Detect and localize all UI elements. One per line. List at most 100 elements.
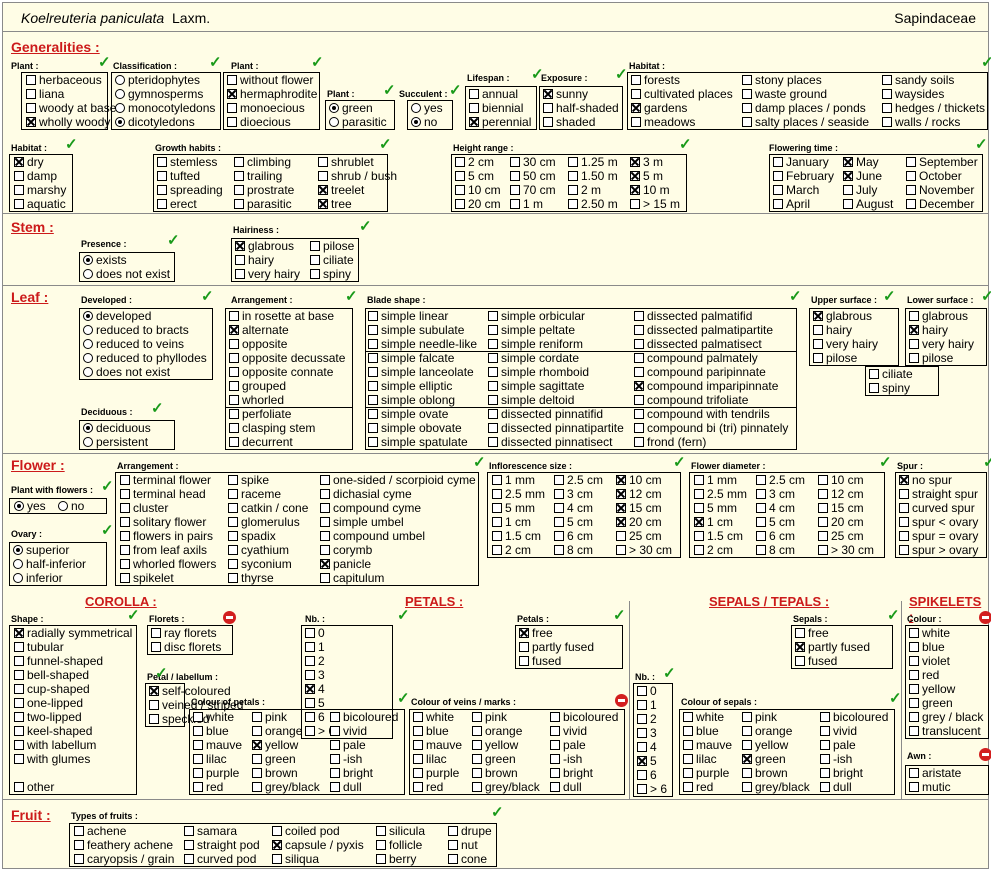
checkbox[interactable] <box>472 768 482 778</box>
checkbox[interactable] <box>550 712 560 722</box>
option-parasitic[interactable]: parasitic <box>234 197 292 211</box>
option-december[interactable]: December <box>906 197 974 211</box>
radio-button[interactable] <box>115 103 125 113</box>
checkbox[interactable] <box>634 395 644 405</box>
option-spur-ovary[interactable]: spur > ovary <box>899 543 978 557</box>
checkbox[interactable] <box>472 726 482 736</box>
option-pilose[interactable]: pilose <box>813 351 857 365</box>
radio-button[interactable] <box>83 437 93 447</box>
checkbox[interactable] <box>492 545 502 555</box>
option-superior[interactable]: superior <box>13 543 69 557</box>
checkbox[interactable] <box>368 381 378 391</box>
option-clasping-stem[interactable]: clasping stem <box>229 421 315 435</box>
option-alternate[interactable]: alternate <box>229 323 289 337</box>
option-1-25-m[interactable]: 1.25 m <box>568 155 618 169</box>
checkbox[interactable] <box>472 754 482 764</box>
option-5-mm[interactable]: 5 mm <box>492 501 535 515</box>
option-1-5-cm[interactable]: 1.5 cm <box>694 529 743 543</box>
option-dull[interactable]: dull <box>330 780 362 794</box>
checkbox[interactable] <box>14 670 24 680</box>
option-white[interactable]: white <box>909 626 950 640</box>
option-5[interactable]: 5 <box>637 754 657 768</box>
option-herbaceous[interactable]: herbaceous <box>26 73 102 87</box>
checkbox[interactable] <box>305 670 315 680</box>
radio-button[interactable] <box>58 501 68 511</box>
radio-button[interactable] <box>115 117 125 127</box>
checkbox[interactable] <box>554 531 564 541</box>
checkbox[interactable] <box>228 531 238 541</box>
option-ish[interactable]: -ish <box>330 752 362 766</box>
checkbox[interactable] <box>151 642 161 652</box>
option-mauve[interactable]: mauve <box>683 738 732 752</box>
checkbox[interactable] <box>184 840 194 850</box>
checkbox[interactable] <box>492 475 502 485</box>
option-cup-shaped[interactable]: cup-shaped <box>14 682 90 696</box>
checkbox[interactable] <box>252 726 262 736</box>
checkbox[interactable] <box>120 475 130 485</box>
checkbox[interactable] <box>368 409 378 419</box>
radio-button[interactable] <box>13 545 23 555</box>
checkbox[interactable] <box>488 423 498 433</box>
option-red[interactable]: red <box>909 668 939 682</box>
checkbox[interactable] <box>272 826 282 836</box>
checkbox[interactable] <box>634 367 644 377</box>
checkbox[interactable] <box>488 381 498 391</box>
checkbox[interactable] <box>756 517 766 527</box>
checkbox[interactable] <box>151 628 161 638</box>
checkbox[interactable] <box>413 754 423 764</box>
option-simple-obovate[interactable]: simple obovate <box>368 421 462 435</box>
option-compound-palmately[interactable]: compound palmately <box>634 351 758 365</box>
option-1[interactable]: 1 <box>637 698 657 712</box>
option-erect[interactable]: erect <box>157 197 197 211</box>
option-damp-places-ponds[interactable]: damp places / ponds <box>742 101 866 115</box>
checkbox[interactable] <box>318 171 328 181</box>
checkbox[interactable] <box>229 395 239 405</box>
radio-button[interactable] <box>83 255 93 265</box>
checkbox[interactable] <box>229 325 239 335</box>
checkbox[interactable] <box>14 185 24 195</box>
checkbox[interactable] <box>120 559 130 569</box>
option-3[interactable]: 3 <box>305 668 325 682</box>
checkbox[interactable] <box>742 768 752 778</box>
option-25-cm[interactable]: 25 cm <box>616 529 662 543</box>
checkbox[interactable] <box>413 782 423 792</box>
radio-button[interactable] <box>329 117 339 127</box>
checkbox[interactable] <box>252 768 262 778</box>
option-developed[interactable]: developed <box>83 309 151 323</box>
option-5-cm[interactable]: 5 cm <box>455 169 494 183</box>
checkbox[interactable] <box>550 754 560 764</box>
radio-button[interactable] <box>83 311 93 321</box>
option-pink[interactable]: pink <box>742 710 777 724</box>
option-very-hairy[interactable]: very hairy <box>909 337 974 351</box>
option-ray-florets[interactable]: ray florets <box>151 626 217 640</box>
checkbox[interactable] <box>818 517 828 527</box>
checkbox[interactable] <box>899 489 909 499</box>
option-biennial[interactable]: biennial <box>469 101 523 115</box>
option-purple[interactable]: purple <box>413 766 459 780</box>
option-dry[interactable]: dry <box>14 155 44 169</box>
checkbox[interactable] <box>368 437 378 447</box>
checkbox[interactable] <box>227 75 237 85</box>
option-prostrate[interactable]: prostrate <box>234 183 294 197</box>
checkbox[interactable] <box>228 545 238 555</box>
checkbox[interactable] <box>630 157 640 167</box>
option-capitulum[interactable]: capitulum <box>320 571 384 585</box>
checkbox[interactable] <box>228 489 238 499</box>
option-12-cm[interactable]: 12 cm <box>616 487 662 501</box>
checkbox[interactable] <box>543 103 553 113</box>
checkbox[interactable] <box>813 325 823 335</box>
checkbox[interactable] <box>330 726 340 736</box>
checkbox[interactable] <box>272 840 282 850</box>
option-spadix[interactable]: spadix <box>228 529 276 543</box>
checkbox[interactable] <box>795 656 805 666</box>
option-glabrous[interactable]: glabrous <box>909 309 968 323</box>
checkbox[interactable] <box>472 740 482 750</box>
option-blue[interactable]: blue <box>413 724 449 738</box>
option-january[interactable]: January <box>773 155 829 169</box>
checkbox[interactable] <box>694 517 704 527</box>
option-15-cm[interactable]: 15 cm <box>616 501 662 515</box>
checkbox[interactable] <box>157 185 167 195</box>
option-one-sided-scorpioid-cyme[interactable]: one-sided / scorpioid cyme <box>320 473 476 487</box>
checkbox[interactable] <box>74 854 84 864</box>
option-stony-places[interactable]: stony places <box>742 73 822 87</box>
